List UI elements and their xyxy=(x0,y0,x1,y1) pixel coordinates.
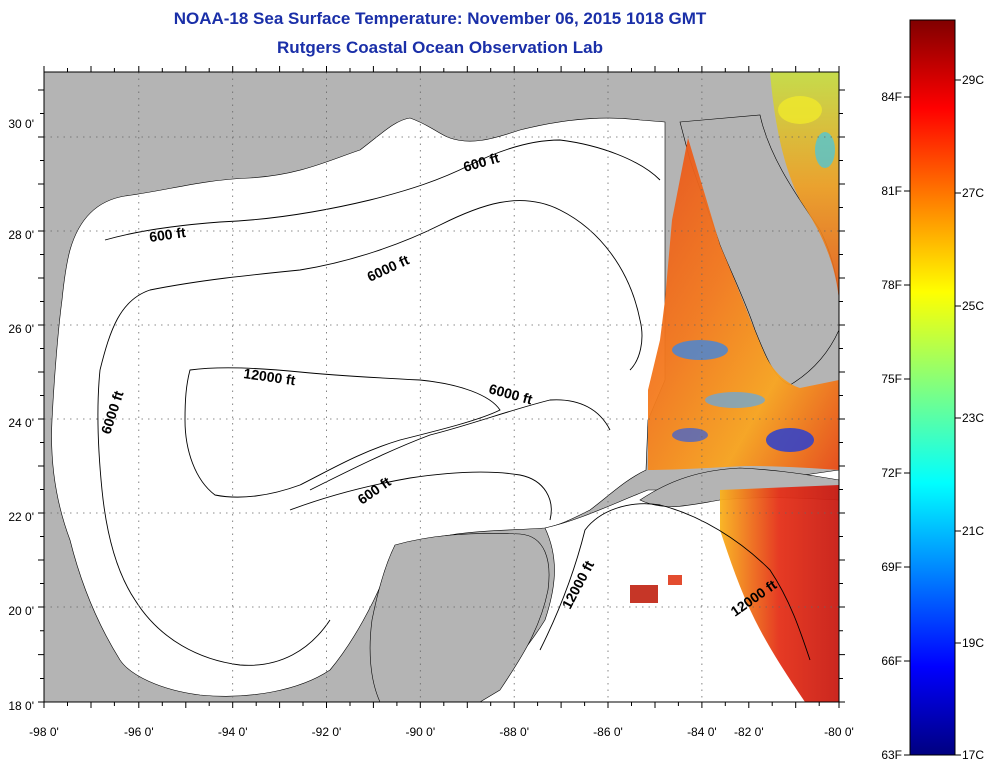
celsius-label: 21C xyxy=(962,524,984,538)
sst-small-patch xyxy=(630,585,658,603)
sst-west-florida xyxy=(648,138,839,470)
sst-cool-patch xyxy=(672,340,728,360)
lon-tick-label: -86 0' xyxy=(593,725,623,739)
sst-cyan-patch xyxy=(815,132,835,168)
lat-tick-label: 22 0' xyxy=(8,510,34,524)
tick-marks xyxy=(38,66,845,708)
contour-6000ft-west xyxy=(97,369,136,601)
map-frame xyxy=(43,71,840,703)
colorbar: 84F 81F 78F 75F 72F 69F 66F 63F 29C 27C … xyxy=(881,19,984,762)
fahrenheit-label: 81F xyxy=(881,184,902,198)
fahrenheit-ticks xyxy=(904,96,910,756)
celsius-label: 17C xyxy=(962,748,984,762)
lat-tick-label: 26 0' xyxy=(8,322,34,336)
celsius-label: 23C xyxy=(962,411,984,425)
left-ticks xyxy=(38,89,44,703)
fahrenheit-label: 69F xyxy=(881,560,902,574)
celsius-label: 19C xyxy=(962,636,984,650)
lon-tick-label: -94 0' xyxy=(218,725,248,739)
map-title: NOAA-18 Sea Surface Temperature: Novembe… xyxy=(173,9,707,28)
lat-tick-label: 24 0' xyxy=(8,416,34,430)
contour-12000ft xyxy=(184,367,501,498)
right-ticks xyxy=(839,89,845,703)
sst-yellow-patch xyxy=(778,96,822,124)
graticule xyxy=(44,72,839,702)
fahrenheit-label: 66F xyxy=(881,654,902,668)
top-ticks xyxy=(43,66,840,72)
contour-coast xyxy=(134,599,331,666)
celsius-ticks xyxy=(955,79,961,756)
sst-cool-patch xyxy=(705,392,765,408)
contour-6000ft xyxy=(99,200,643,371)
contour-6000ft-east xyxy=(309,399,611,491)
lon-tick-labels: -98 0' -96 0' -94 0' -92 0' -90 0' -88 0… xyxy=(29,725,854,739)
lon-tick-label: -92 0' xyxy=(312,725,342,739)
map-subtitle: Rutgers Coastal Ocean Observation Lab xyxy=(277,38,603,57)
fahrenheit-label: 78F xyxy=(881,278,902,292)
sst-small-patch xyxy=(668,575,682,585)
celsius-label: 25C xyxy=(962,299,984,313)
yucatan-land xyxy=(369,533,550,702)
fahrenheit-labels: 84F 81F 78F 75F 72F 69F 66F 63F xyxy=(881,90,902,762)
contour-label: 600 ft xyxy=(148,224,187,245)
lon-tick-label: -98 0' xyxy=(29,725,59,739)
gulf-water xyxy=(51,117,666,697)
fahrenheit-label: 72F xyxy=(881,466,902,480)
fahrenheit-label: 63F xyxy=(881,748,902,762)
fahrenheit-label: 84F xyxy=(881,90,902,104)
colorbar-ticks xyxy=(904,79,961,756)
sst-cool-patch xyxy=(672,428,708,442)
lon-tick-label: -88 0' xyxy=(499,725,529,739)
contour-12000ft-east xyxy=(539,503,811,661)
lon-tick-label: -80 0' xyxy=(824,725,854,739)
map-area: 600 ft 600 ft 6000 ft 12000 ft 6000 ft 6… xyxy=(44,72,839,702)
lat-tick-labels: 18 0' 20 0' 22 0' 24 0' 26 0' 28 0' 30 0… xyxy=(8,117,34,713)
lat-tick-label: 28 0' xyxy=(8,228,34,242)
lon-tick-label: -82 0' xyxy=(734,725,764,739)
lon-tick-label: -84 0' xyxy=(687,725,717,739)
colorbar-gradient xyxy=(909,19,956,756)
lon-tick-label: -96 0' xyxy=(124,725,154,739)
sst-caribbean xyxy=(720,485,839,702)
lat-tick-label: 18 0' xyxy=(8,699,34,713)
lat-tick-label: 20 0' xyxy=(8,604,34,618)
bottom-ticks xyxy=(43,702,840,708)
contour-label: 12000 ft xyxy=(243,365,297,388)
contour-600ft xyxy=(104,139,661,241)
fahrenheit-label: 75F xyxy=(881,372,902,386)
sst-cool-patch xyxy=(766,428,814,452)
celsius-label: 29C xyxy=(962,73,984,87)
celsius-label: 27C xyxy=(962,186,984,200)
celsius-labels: 29C 27C 25C 23C 21C 19C 17C xyxy=(962,73,984,762)
lat-tick-label: 30 0' xyxy=(8,117,34,131)
lon-tick-label: -90 0' xyxy=(405,725,435,739)
bathymetry-contours xyxy=(97,139,811,666)
sst-atlantic-strip xyxy=(770,72,839,300)
contour-600ft-south xyxy=(289,471,552,521)
